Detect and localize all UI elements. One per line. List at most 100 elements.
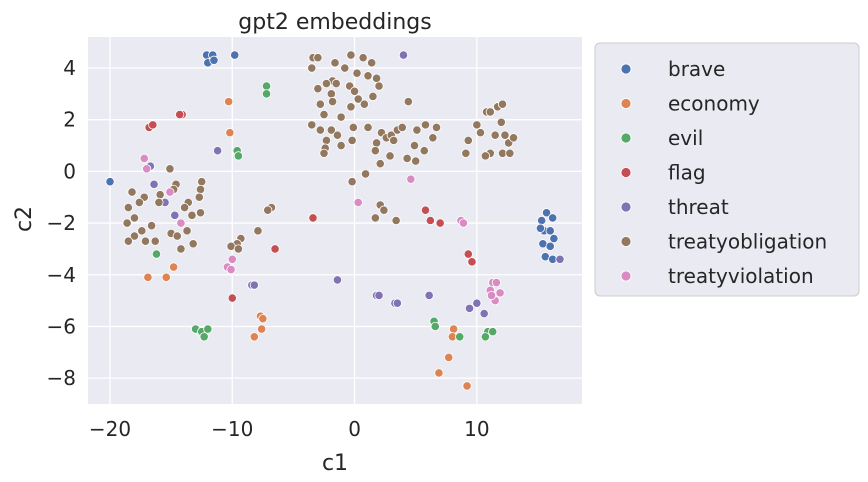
- legend-marker: [620, 201, 632, 213]
- data-point: [326, 89, 336, 99]
- data-point: [490, 130, 500, 140]
- data-point: [486, 290, 497, 301]
- data-point: [122, 218, 132, 228]
- data-point: [165, 164, 175, 174]
- data-point: [434, 368, 444, 378]
- data-point: [379, 205, 389, 215]
- data-point: [199, 332, 209, 342]
- data-point: [233, 151, 244, 161]
- data-point: [537, 215, 547, 226]
- data-point: [475, 128, 486, 138]
- data-point: [176, 218, 186, 228]
- legend-marker: [620, 167, 632, 178]
- data-point: [308, 213, 318, 223]
- legend-item-treatyobligation: treatyobligation: [620, 230, 827, 254]
- data-point: [249, 332, 259, 342]
- data-point: [458, 218, 468, 228]
- data-point: [508, 133, 519, 143]
- data-point: [497, 99, 508, 109]
- data-point: [165, 187, 175, 197]
- data-point: [331, 78, 341, 89]
- data-point: [224, 97, 234, 107]
- legend-marker: [620, 236, 632, 247]
- data-point: [500, 130, 510, 140]
- data-point: [213, 146, 223, 156]
- legend-label: treatyviolation: [668, 264, 814, 288]
- data-point: [402, 153, 412, 164]
- data-point: [371, 73, 382, 83]
- data-point: [336, 112, 346, 122]
- data-point: [548, 213, 558, 223]
- data-point: [161, 272, 171, 282]
- legend-item-treatyviolation: treatyviolation: [620, 264, 814, 288]
- legend-label: threat: [668, 195, 729, 219]
- data-point: [406, 174, 416, 184]
- data-point: [140, 236, 151, 246]
- data-point: [263, 205, 273, 215]
- legend-label: brave: [668, 57, 725, 81]
- data-point: [480, 151, 491, 161]
- legend-marker: [620, 98, 632, 109]
- data-point: [332, 130, 343, 140]
- data-point: [363, 71, 373, 81]
- data-point: [392, 298, 402, 308]
- data-point: [168, 262, 179, 272]
- data-point: [412, 125, 422, 135]
- legend-marker: [620, 63, 632, 75]
- data-point: [549, 233, 559, 244]
- data-point: [139, 153, 149, 164]
- data-point: [332, 275, 343, 285]
- data-point: [315, 125, 325, 135]
- data-point: [315, 99, 325, 109]
- data-point: [555, 254, 565, 264]
- data-point: [374, 81, 384, 91]
- data-point: [403, 97, 413, 107]
- data-point: [461, 148, 471, 158]
- data-point: [346, 102, 356, 112]
- data-point: [368, 91, 378, 102]
- y-tick-label: 4: [63, 56, 76, 80]
- data-point: [142, 164, 152, 174]
- data-point: [172, 231, 182, 241]
- data-point: [485, 107, 495, 117]
- data-point: [154, 197, 164, 208]
- data-point: [176, 244, 186, 254]
- data-point: [346, 50, 356, 60]
- data-point: [435, 218, 445, 228]
- data-point: [149, 179, 159, 189]
- data-point: [455, 332, 465, 342]
- data-point: [105, 177, 115, 187]
- legend-label: evil: [668, 126, 703, 150]
- data-point: [385, 151, 395, 161]
- data-point: [472, 120, 482, 130]
- data-point: [129, 231, 140, 241]
- data-point: [123, 236, 133, 246]
- y-tick-label: 0: [63, 159, 76, 183]
- data-point: [123, 202, 133, 213]
- data-point: [352, 68, 362, 78]
- data-point: [411, 156, 421, 166]
- data-points: [105, 50, 565, 391]
- data-point: [313, 53, 323, 63]
- data-point: [419, 146, 429, 156]
- data-point: [541, 208, 552, 218]
- data-point: [358, 53, 368, 63]
- data-point: [371, 138, 382, 148]
- data-point: [472, 298, 482, 308]
- legend-item-threat: threat: [620, 195, 729, 219]
- series-treatyobligation: [122, 50, 519, 254]
- data-point: [319, 148, 329, 158]
- plot-area: [88, 37, 582, 404]
- data-point: [488, 327, 498, 337]
- data-point: [391, 215, 401, 226]
- data-point: [151, 249, 162, 259]
- data-point: [535, 223, 546, 233]
- data-point: [389, 135, 399, 145]
- data-point: [209, 55, 219, 65]
- data-point: [495, 288, 505, 298]
- data-point: [197, 177, 207, 187]
- data-point: [347, 177, 357, 187]
- legend-label: flag: [668, 161, 706, 185]
- data-point: [195, 184, 206, 195]
- data-point: [143, 272, 153, 282]
